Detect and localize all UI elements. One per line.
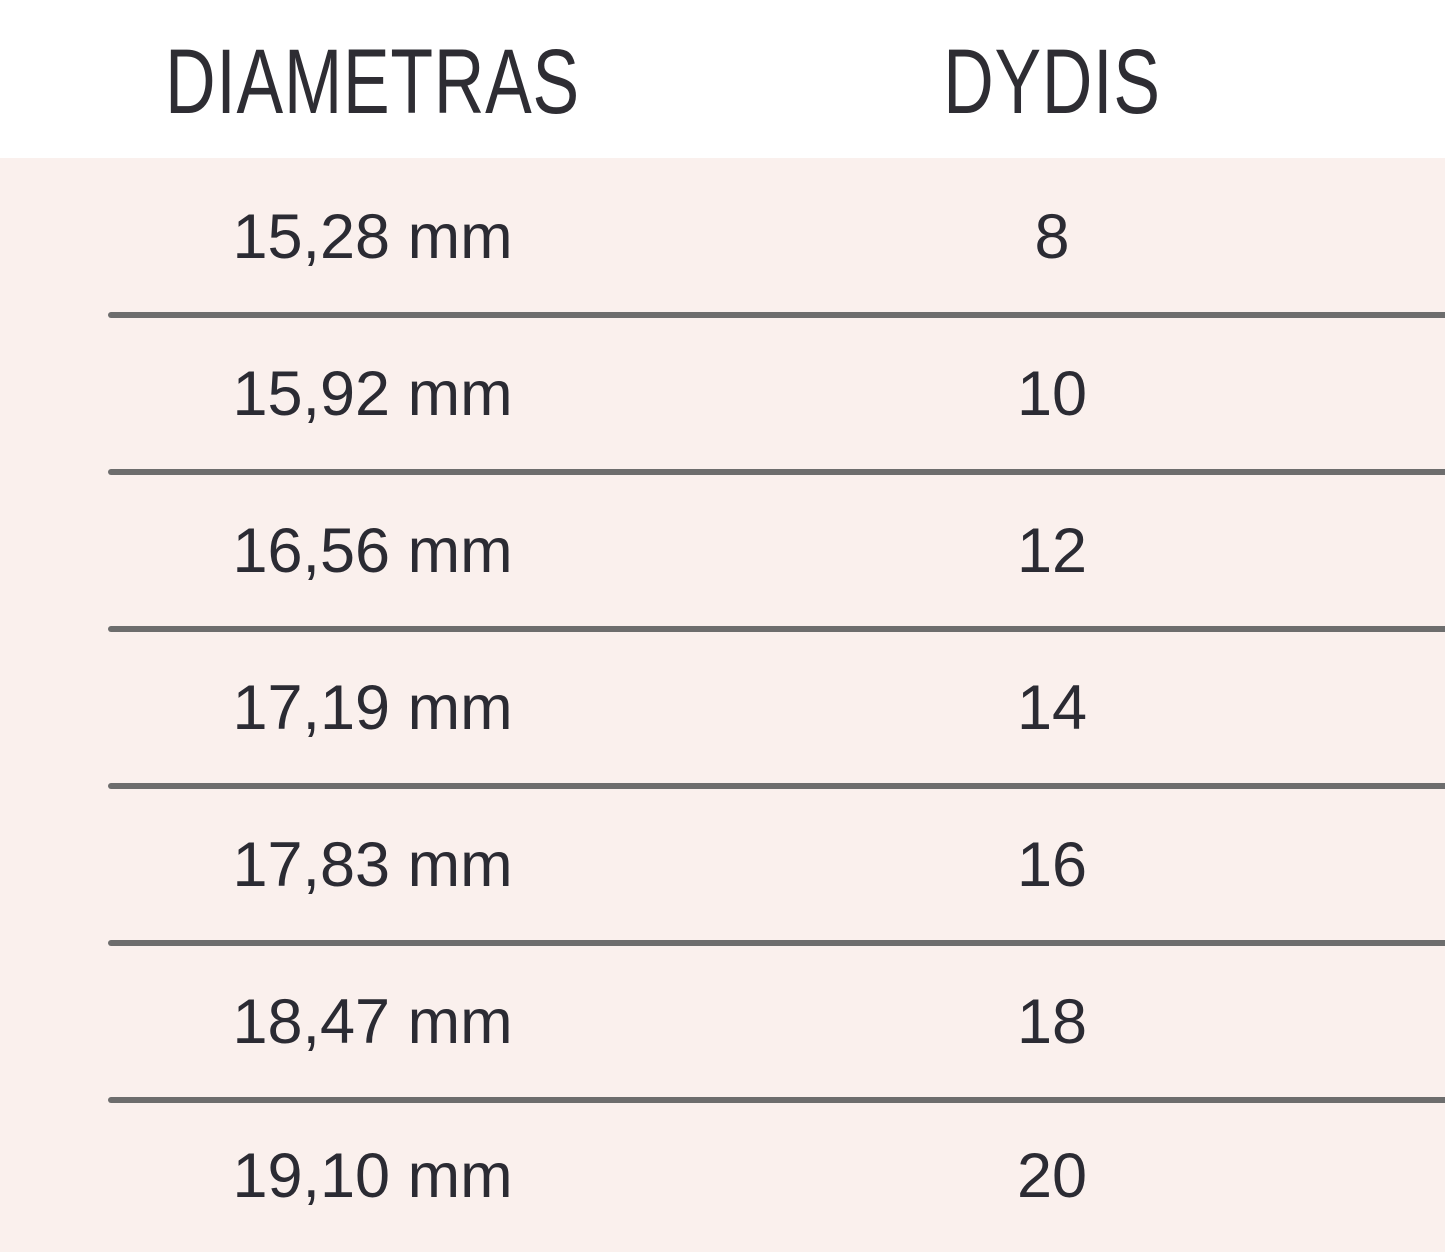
size-value: 12 bbox=[1016, 515, 1088, 586]
size-value: 16 bbox=[1016, 829, 1088, 900]
diameter-value: 17,83 mm bbox=[232, 829, 513, 900]
diameter-value: 16,56 mm bbox=[232, 515, 513, 586]
diameter-value: 18,47 mm bbox=[232, 986, 513, 1057]
size-value: 8 bbox=[1034, 201, 1070, 272]
table-row: 17,83 mm 16 bbox=[0, 786, 1445, 946]
row-divider bbox=[108, 940, 1445, 946]
diameter-value: 15,92 mm bbox=[232, 358, 513, 429]
table-row: 15,92 mm 10 bbox=[0, 315, 1445, 475]
size-value: 20 bbox=[1016, 1141, 1088, 1211]
size-value: 14 bbox=[1016, 672, 1088, 743]
table-row: 15,28 mm 8 bbox=[0, 158, 1445, 318]
row-divider bbox=[108, 783, 1445, 789]
column-header-diametras: DIAMETRAS bbox=[165, 30, 580, 133]
table-row: 17,19 mm 14 bbox=[0, 629, 1445, 789]
table-header-row: DIAMETRAS DYDIS bbox=[0, 0, 1445, 158]
size-value: 10 bbox=[1016, 358, 1088, 429]
diameter-value: 17,19 mm bbox=[232, 672, 513, 743]
table-body: 15,28 mm 8 15,92 mm 10 16,56 mm 12 17,19… bbox=[0, 158, 1445, 1252]
column-header-dydis: DYDIS bbox=[943, 30, 1161, 133]
diameter-value: 15,28 mm bbox=[232, 201, 513, 272]
size-value: 18 bbox=[1016, 986, 1088, 1057]
table-row: 19,10 mm 20 bbox=[0, 1100, 1445, 1252]
table-row: 18,47 mm 18 bbox=[0, 943, 1445, 1103]
table-row: 16,56 mm 12 bbox=[0, 472, 1445, 632]
row-divider bbox=[108, 626, 1445, 632]
diameter-value: 19,10 mm bbox=[232, 1141, 513, 1211]
row-divider bbox=[108, 312, 1445, 318]
row-divider bbox=[108, 469, 1445, 475]
row-divider bbox=[108, 1097, 1445, 1103]
